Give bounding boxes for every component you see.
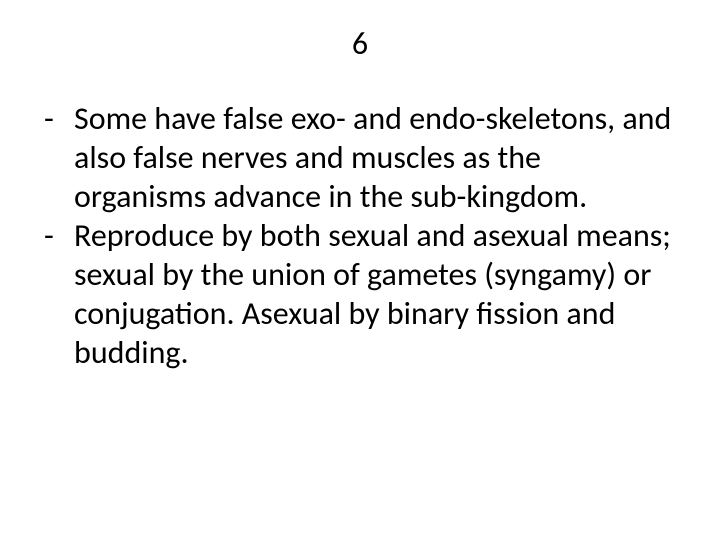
bullet-dash-icon: -: [44, 99, 54, 138]
bullet-dash-icon: -: [44, 216, 54, 255]
slide-number: 6: [40, 24, 680, 63]
slide-page: 6 - Some have false exo- and endo-skelet…: [0, 0, 720, 540]
bullet-list: - Some have false exo- and endo-skeleton…: [40, 99, 680, 372]
list-item-text: Reproduce by both sexual and asexual mea…: [74, 216, 671, 372]
list-item-text: Some have false exo- and endo-skeletons,…: [74, 99, 671, 216]
list-item: - Some have false exo- and endo-skeleton…: [74, 99, 680, 216]
list-item: - Reproduce by both sexual and asexual m…: [74, 216, 680, 372]
